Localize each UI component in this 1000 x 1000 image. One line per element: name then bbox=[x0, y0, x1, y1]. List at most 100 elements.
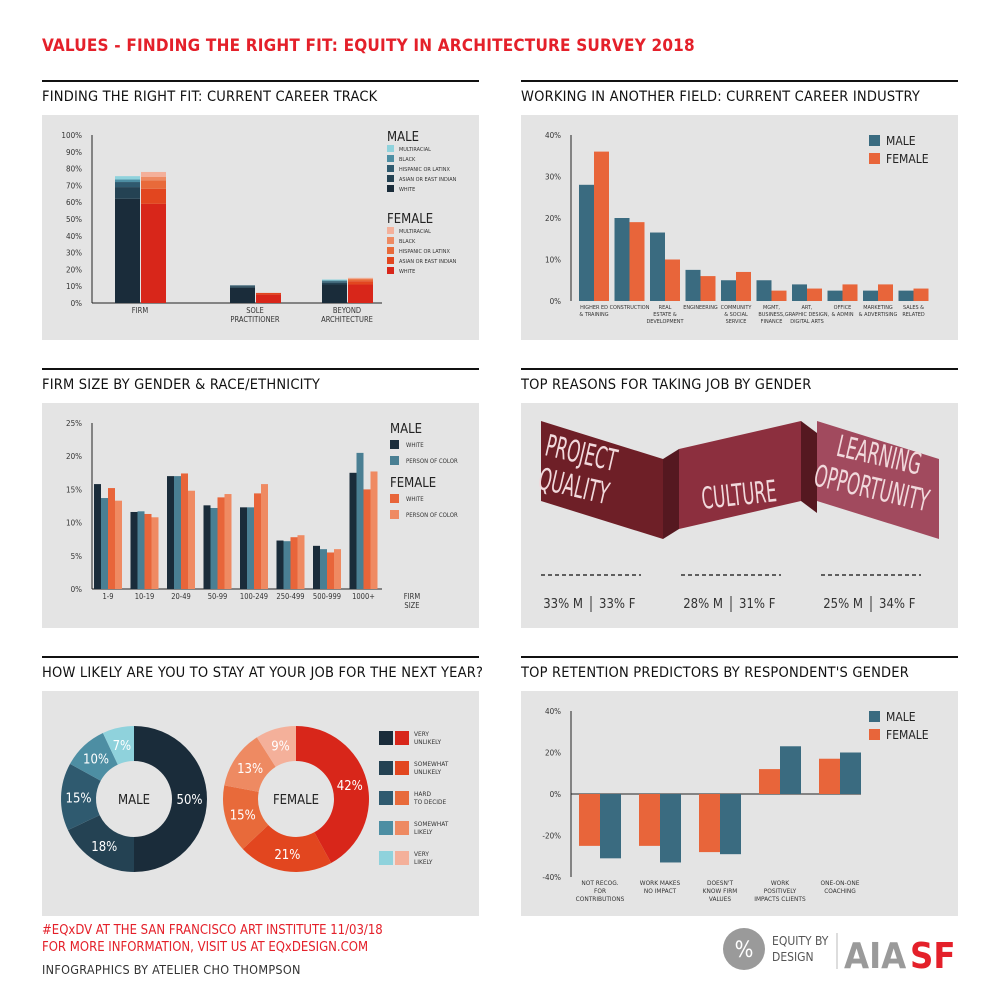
y-tick-label: 0% bbox=[550, 790, 562, 799]
x-tick-label: VALUES bbox=[709, 895, 731, 903]
bar bbox=[313, 545, 320, 589]
donut-slice bbox=[242, 825, 332, 872]
legend-label: BLACK bbox=[399, 157, 416, 163]
bar bbox=[247, 507, 254, 589]
bar bbox=[115, 500, 122, 589]
x-tick-label: MARKETING bbox=[863, 305, 893, 311]
x-tick-label: MGMT, bbox=[763, 305, 780, 311]
legend-swatch-male bbox=[869, 135, 880, 146]
y-tick-label: 0% bbox=[71, 299, 83, 308]
bar-segment bbox=[322, 279, 347, 281]
x-tick-label: POSITIVELY bbox=[764, 887, 797, 895]
footer-credit: INFOGRAPHICS BY ATELIER CHO THOMPSON bbox=[42, 962, 301, 977]
reason-female-pct: 31% F bbox=[739, 597, 776, 612]
bar-segment bbox=[141, 180, 166, 189]
y-tick-label: 0% bbox=[71, 585, 83, 594]
y-tick-label: 40% bbox=[66, 232, 82, 241]
legend-swatch-female bbox=[869, 729, 880, 740]
x-tick-label: 50-99 bbox=[208, 592, 228, 601]
logo-eq-line1: EQUITY BY bbox=[772, 934, 829, 948]
x-tick-label: HIGHER ED bbox=[580, 305, 608, 311]
slice-label: 21% bbox=[274, 848, 300, 863]
bar bbox=[261, 484, 268, 589]
x-tick-label: PRACTITIONER bbox=[230, 315, 279, 324]
bar-male bbox=[827, 290, 843, 301]
legend-label: MULTIRACIAL bbox=[399, 147, 431, 153]
retention-chart: -40% -20% 0% 20% 40% NOT RECOG.FORCONTRIBUTIO… bbox=[542, 707, 929, 903]
bar bbox=[297, 535, 305, 589]
bar-segment bbox=[322, 280, 347, 282]
slice-label: 42% bbox=[337, 779, 363, 794]
chart2-title: WORKING IN ANOTHER FIELD: CURRENT CAREER… bbox=[521, 89, 921, 105]
donut-slice bbox=[256, 726, 296, 767]
y-tick-label: 50% bbox=[66, 215, 82, 224]
bar-segment bbox=[115, 182, 140, 188]
y-tick-label: 100% bbox=[61, 131, 82, 140]
reason-ribbon bbox=[541, 421, 663, 539]
firm-size-chart: 0% 5% 10% 15% 20% 25% 1-9 10-19 20-49 50-99 100-24… bbox=[66, 419, 458, 610]
bar bbox=[130, 511, 138, 589]
bar-segment bbox=[256, 294, 281, 303]
legend-swatch bbox=[387, 175, 394, 182]
x-tick-label: ONE-ON-ONE bbox=[821, 879, 860, 887]
donut-center-label: MALE bbox=[118, 793, 150, 808]
bar-segment bbox=[115, 187, 140, 199]
bar-female bbox=[629, 222, 645, 301]
reason-ribbon bbox=[817, 421, 939, 539]
donut-slice bbox=[223, 785, 269, 849]
donut-slice bbox=[102, 726, 134, 765]
donut-center-label: FEMALE bbox=[273, 793, 319, 808]
legend-swatch-male bbox=[379, 851, 393, 865]
legend-label-female: FEMALE bbox=[886, 728, 929, 742]
legend-label: SOMEWHAT bbox=[414, 820, 449, 828]
slice-label: 50% bbox=[177, 793, 203, 808]
bar bbox=[144, 513, 152, 589]
donut-slice bbox=[296, 726, 369, 863]
logo-aia: AIA bbox=[844, 936, 906, 977]
y-tick-label: 20% bbox=[66, 452, 82, 461]
reason-female-pct: 34% F bbox=[879, 597, 916, 612]
bar bbox=[188, 490, 195, 589]
y-tick-label: 60% bbox=[66, 198, 82, 207]
y-tick-label: -20% bbox=[542, 832, 561, 841]
legend-label: WHITE bbox=[399, 187, 415, 193]
bar-segment bbox=[230, 285, 255, 287]
x-tick-label: & ADVERTISING bbox=[859, 312, 898, 318]
stay-likelihood-chart: 50% 18% 15% 10% 7% MALE 42% 21% 15% 13% 9% FEMALE VE… bbox=[61, 726, 449, 872]
legend-swatch bbox=[387, 267, 394, 274]
bar-segment bbox=[115, 179, 140, 183]
bar bbox=[94, 484, 101, 589]
y-tick-label: 10% bbox=[545, 256, 561, 265]
bar bbox=[780, 746, 801, 794]
bar bbox=[137, 511, 145, 589]
legend-swatch bbox=[390, 510, 399, 519]
x-tick-label: SOLE bbox=[246, 306, 264, 315]
bar-male bbox=[721, 280, 736, 301]
x-tick-label: RELATED bbox=[902, 312, 925, 318]
legend-swatch bbox=[387, 257, 394, 264]
donut-slice bbox=[134, 726, 207, 872]
reason-ribbon-fold bbox=[663, 449, 679, 539]
y-tick-label: 0% bbox=[550, 297, 562, 306]
legend-swatch-female bbox=[395, 851, 409, 865]
donut-slice bbox=[224, 737, 276, 792]
legend-swatch bbox=[387, 185, 394, 192]
legend-swatch-male bbox=[379, 821, 393, 835]
legend-swatch bbox=[387, 155, 394, 162]
logo-sf: SF bbox=[910, 936, 955, 977]
bar-female bbox=[665, 259, 680, 301]
reason-label-line: CULTURE bbox=[700, 474, 779, 517]
slice-label: 15% bbox=[66, 791, 92, 806]
bar-segment bbox=[322, 281, 347, 283]
chart3-title: FIRM SIZE BY GENDER & RACE/ETHNICITY bbox=[42, 377, 321, 393]
donut-slice bbox=[70, 732, 118, 781]
legend-label: HISPANIC OR LATINX bbox=[399, 249, 450, 255]
legend-label: WHITE bbox=[406, 442, 424, 449]
bar bbox=[639, 794, 660, 846]
legend-swatch-female bbox=[395, 821, 409, 835]
bar bbox=[174, 476, 181, 589]
reason-female-pct: 33% F bbox=[599, 597, 636, 612]
page-title: VALUES - FINDING THE RIGHT FIT: EQUITY I… bbox=[42, 36, 695, 56]
bar bbox=[181, 473, 188, 589]
